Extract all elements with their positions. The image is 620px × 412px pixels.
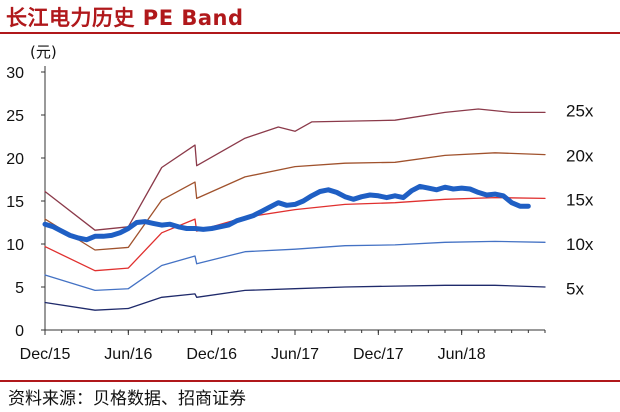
y-tick-label: 0 (15, 323, 24, 340)
y-tick-label: 30 (6, 65, 24, 82)
x-tick-label: Jun/18 (438, 346, 486, 363)
y-tick-label: 5 (15, 280, 24, 297)
source-note: 资料来源：贝格数据、招商证券 (8, 389, 246, 409)
x-tick-label: Dec/15 (20, 346, 71, 363)
x-tick-label: Jun/16 (104, 346, 152, 363)
y-tick-label: 10 (6, 237, 24, 254)
title-divider (0, 32, 620, 34)
footer-divider (0, 380, 620, 382)
x-tick-label: Dec/16 (186, 346, 237, 363)
y-tick-label: 25 (6, 108, 24, 125)
pe-band-line-5x (44, 284, 546, 311)
y-unit-label: (元) (30, 43, 57, 61)
band-label: 5x (566, 280, 584, 299)
x-tick-label: Dec/17 (353, 346, 404, 363)
band-label: 10x (566, 235, 594, 254)
pe-band-line-10x (44, 240, 546, 292)
chart-title: 长江电力历史 PE Band (6, 6, 244, 30)
band-label: 25x (566, 102, 594, 121)
band-label: 15x (566, 190, 594, 209)
chart-axes: 0 5 10 15 20 25 30 Dec/15 Jun/16 Dec/16 Jun/17 Dec/… (6, 65, 546, 363)
chart-series (42, 108, 546, 311)
y-tick-label: 20 (6, 151, 24, 168)
x-tick-label: Jun/17 (271, 346, 319, 363)
pe-band-line-25x (44, 108, 546, 231)
y-tick-label: 15 (6, 194, 24, 211)
price-series-line (42, 183, 531, 243)
band-label: 20x (566, 146, 594, 165)
chart-labels: (元) 25x 20x 15x 10x 5x (30, 43, 594, 299)
pe-band-line-20x (44, 152, 546, 251)
